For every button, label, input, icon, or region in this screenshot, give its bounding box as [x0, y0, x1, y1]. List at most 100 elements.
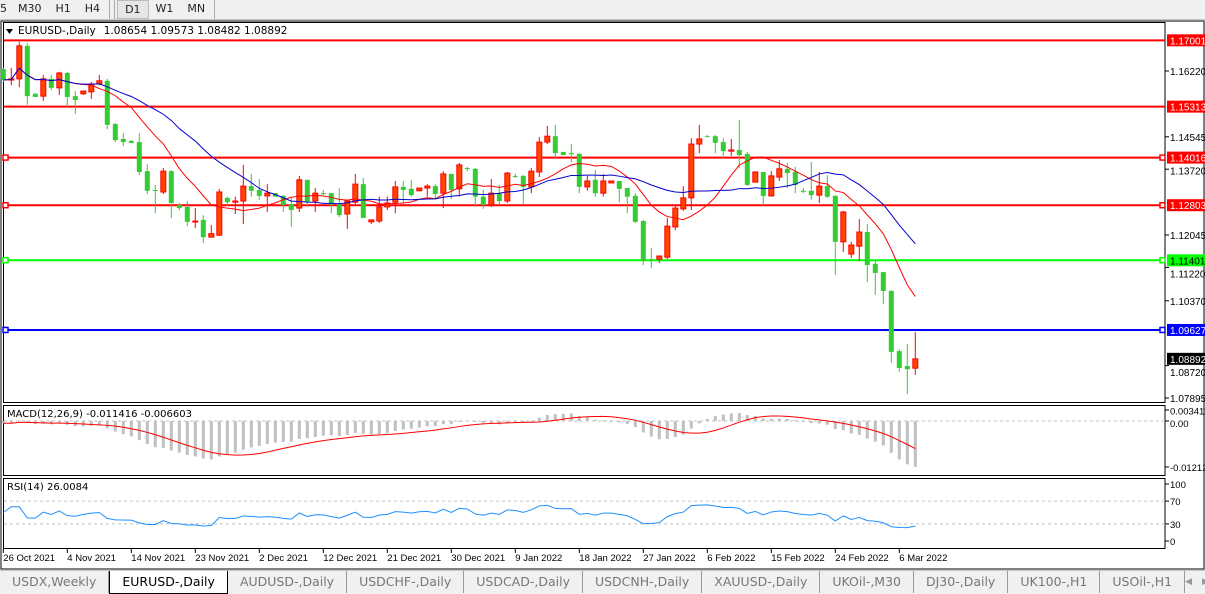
macd-histogram-bar — [105, 421, 109, 429]
macd-histogram-bar — [849, 421, 853, 434]
macd-axis-label: 0.003411 — [1170, 407, 1205, 418]
date-label: 24 Feb 2022 — [835, 553, 888, 564]
chart-tabs: USDX,Weekly EURUSD-,Daily AUDUSD-,Daily USD… — [0, 570, 1205, 594]
macd-histogram-bar — [361, 421, 365, 434]
timeframe-h1[interactable]: H1 — [55, 2, 71, 15]
timeframe-5[interactable]: 5 — [0, 2, 7, 15]
macd-histogram-bar — [417, 421, 421, 428]
macd-histogram-bar — [577, 415, 581, 421]
candle-down — [648, 259, 654, 261]
tab-ukoil-m30[interactable]: UKOil-,M30 — [820, 571, 914, 593]
hline-price-box — [1167, 151, 1205, 164]
candle-down — [464, 168, 470, 170]
macd-histogram-bar — [649, 421, 653, 437]
candle-up — [728, 149, 735, 152]
candle-up — [584, 180, 591, 188]
macd-histogram-bar — [289, 421, 293, 442]
macd-histogram-bar — [689, 421, 693, 429]
macd-histogram-bar — [777, 418, 781, 421]
price-chart[interactable]: 1.16220 1.14545 1.13720 1.12045 1.11220 1.103… — [0, 0, 1205, 570]
date-label: 9 Jan 2022 — [515, 553, 562, 564]
candle-up — [16, 45, 23, 80]
line-anchor-marker[interactable] — [1159, 201, 1166, 209]
price-tick-label: 1.14545 — [1170, 133, 1205, 144]
date-label: 26 Oct 2021 — [3, 553, 55, 564]
tab-dj30-daily[interactable]: DJ30-,Daily — [914, 571, 1009, 593]
candle-up — [680, 197, 687, 210]
candle-down — [880, 272, 886, 291]
macd-histogram-bar — [329, 421, 333, 436]
candle-down — [48, 78, 54, 88]
tab-usoil-h1[interactable]: USOil-,H1 — [1100, 571, 1186, 593]
macd-histogram-bar — [697, 421, 701, 424]
candle-down — [184, 206, 190, 222]
candle-down — [904, 365, 910, 370]
tab-audusd-daily[interactable]: AUDUSD-,Daily — [228, 571, 348, 593]
line-anchor-marker[interactable] — [2, 257, 9, 264]
timeframe-mn[interactable]: MN — [187, 2, 206, 15]
candle-up — [424, 185, 431, 189]
tab-usdx-weekly[interactable]: USDX,Weekly — [0, 571, 110, 593]
tab-usdcnh-daily[interactable]: USDCNH-,Daily — [583, 571, 703, 593]
tab-eurusd-daily[interactable]: EURUSD-,Daily — [109, 571, 228, 594]
macd-histogram-bar — [817, 421, 821, 424]
macd-label: MACD(12,26,9) -0.011416 -0.006603 — [7, 409, 192, 420]
line-anchor-marker[interactable] — [2, 201, 9, 209]
candle-down — [496, 193, 502, 202]
macd-histogram-bar — [401, 421, 405, 430]
candle-up — [504, 172, 511, 202]
tab-usdcad-daily[interactable]: USDCAD-,Daily — [464, 571, 583, 593]
macd-histogram-bar — [673, 421, 677, 438]
timeframe-m30[interactable]: M30 — [18, 2, 42, 15]
tab-xauusd-daily[interactable]: XAUUSD-,Daily — [702, 571, 821, 593]
candle-up — [376, 206, 383, 222]
timeframe-w1[interactable]: W1 — [155, 2, 174, 15]
tab-usdchf-daily[interactable]: USDCHF-,Daily — [347, 571, 465, 593]
macd-histogram-bar — [169, 421, 173, 451]
macd-histogram-bar — [497, 421, 501, 425]
macd-histogram-bar — [545, 414, 549, 421]
candle-down — [784, 168, 790, 174]
candle-down — [872, 263, 878, 273]
candle-down — [288, 204, 294, 211]
macd-histogram-bar — [425, 421, 429, 427]
candle-down — [304, 179, 310, 203]
candle-up — [544, 135, 551, 143]
timeframe-h4[interactable]: H4 — [84, 2, 101, 15]
macd-histogram-bar — [217, 421, 221, 457]
macd-histogram-bar — [641, 421, 645, 433]
candle-down — [248, 186, 254, 191]
dropdown-triangle-icon[interactable] — [6, 29, 13, 34]
macd-histogram-bar — [633, 421, 637, 428]
candle-down — [432, 186, 438, 194]
date-label: 6 Mar 2022 — [899, 553, 947, 564]
macd-histogram-bar — [249, 421, 253, 448]
macd-histogram-bar — [553, 414, 557, 421]
line-anchor-marker[interactable] — [1159, 154, 1166, 161]
line-anchor-marker[interactable] — [2, 154, 9, 161]
candle-up — [600, 180, 607, 194]
macd-histogram-bar — [913, 421, 917, 467]
line-anchor-marker[interactable] — [2, 326, 9, 334]
price-tick-label: 1.08720 — [1170, 368, 1205, 379]
line-anchor-marker[interactable] — [1159, 326, 1166, 334]
candle-up — [840, 211, 847, 243]
macd-histogram-bar — [713, 416, 717, 421]
toolbar-separator — [109, 0, 111, 19]
candle-down — [400, 186, 406, 191]
macd-histogram-bar — [521, 421, 525, 422]
macd-histogram-bar — [449, 421, 453, 424]
current-price-box — [1167, 352, 1205, 365]
scroll-left-icon[interactable]: ◀ — [1185, 577, 1193, 587]
line-anchor-marker[interactable] — [1159, 257, 1166, 264]
macd-histogram-bar — [625, 421, 629, 424]
tab-uk100-h1[interactable]: UK100-,H1 — [1008, 571, 1101, 593]
candle-down — [712, 136, 718, 143]
scroll-right-icon[interactable]: ▶ — [1202, 571, 1205, 594]
candle-down — [200, 219, 206, 238]
candle-up — [40, 78, 47, 97]
date-label: 21 Dec 2021 — [387, 553, 441, 564]
macd-histogram-bar — [345, 421, 349, 436]
timeframe-d1[interactable]: D1 — [117, 0, 149, 19]
candle-up — [232, 200, 239, 203]
